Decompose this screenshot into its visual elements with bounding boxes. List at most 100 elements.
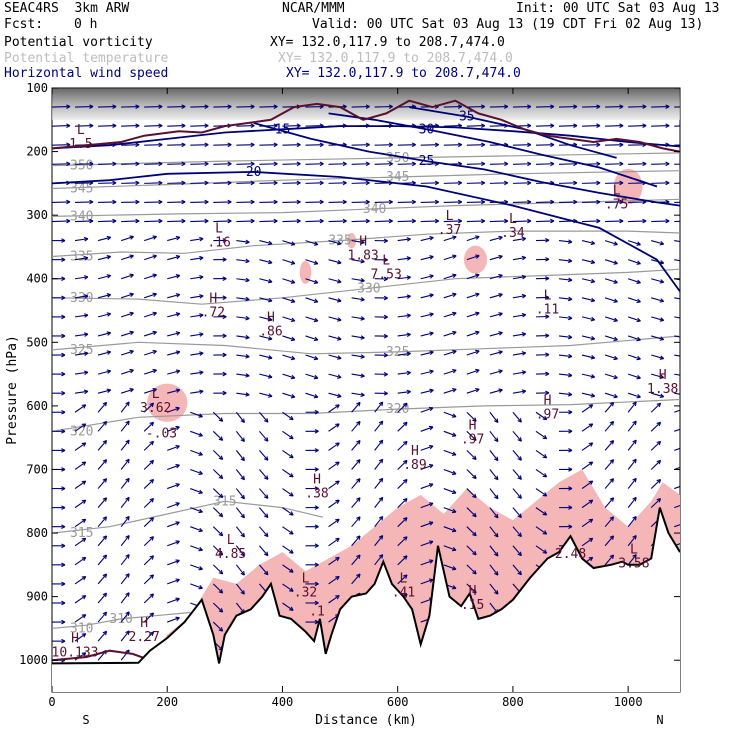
wind-vector-shaft [512, 163, 531, 165]
wind-vector-head [656, 440, 662, 446]
extremum-value: 1.83 [347, 248, 378, 263]
wind-vector-head [406, 313, 411, 318]
wind-vector-shaft [74, 295, 88, 299]
wind-vector-head [290, 260, 296, 265]
wind-vector-shaft [443, 526, 457, 532]
theta-contour-label: 325 [70, 343, 93, 358]
wind-vector-head [475, 235, 480, 240]
extremum-value: 1.38 [647, 382, 678, 397]
wind-vector-head [596, 199, 601, 205]
wind-vector-shaft [420, 144, 439, 146]
wind-vector-head [125, 554, 130, 559]
wind-vector-head [356, 401, 361, 407]
wind-vector-head [296, 161, 301, 167]
wind-vector-shaft [282, 297, 296, 303]
wind-vector-shaft [305, 392, 319, 398]
wind-vector-shaft [328, 576, 340, 585]
wind-vector-head [356, 420, 361, 426]
extremum-value: .86 [259, 325, 282, 340]
wind-vector-head [683, 503, 687, 506]
wind-vector-head [403, 517, 408, 522]
wind-vector-shaft [120, 554, 130, 566]
wind-vector-shaft [190, 411, 203, 418]
wind-vector-head [683, 465, 687, 468]
wind-speed-label: 20 [246, 165, 262, 180]
wind-vector-shaft [282, 392, 296, 398]
wind-vector-head [222, 276, 227, 281]
wind-vector-head [335, 575, 340, 581]
wind-vector-head [342, 180, 347, 186]
wind-vector-shaft [420, 426, 434, 432]
wind-vector-head [89, 218, 94, 224]
wind-vector-head [289, 530, 294, 535]
wind-vector-head [636, 394, 641, 399]
wind-vector-shaft [328, 240, 342, 245]
wind-vector-shaft [120, 401, 130, 413]
wind-vector-shaft [328, 537, 340, 547]
wind-vector-shaft [581, 480, 594, 489]
wind-vector-head [452, 311, 457, 317]
wind-vector-shaft [604, 478, 614, 489]
wind-vector-head [356, 573, 361, 579]
wind-vector-head [81, 480, 87, 485]
wind-vector-head [403, 459, 408, 465]
wind-vector-head [428, 406, 434, 412]
wind-vector-head [383, 276, 388, 282]
wind-vector-head [403, 574, 408, 579]
wind-vector-shaft [651, 163, 670, 165]
wind-vector-shaft [466, 564, 477, 575]
wind-vector-shaft [674, 485, 680, 490]
wind-vector-head [573, 180, 578, 186]
wind-vector-shaft [144, 220, 163, 223]
wind-vector-head [429, 312, 434, 317]
wind-speed-label: 15 [275, 122, 291, 137]
wind-vector-head [451, 546, 457, 552]
wind-vector-shaft [604, 316, 618, 322]
wind-vector-shaft [627, 420, 637, 432]
wind-vector-head [129, 349, 134, 355]
extremum-letter: L [400, 571, 408, 586]
wind-vector-head [175, 444, 180, 450]
wind-vector-shaft [212, 545, 224, 556]
wind-vector-shaft [167, 182, 186, 184]
wind-vector-head [494, 494, 499, 500]
wind-vector-head [588, 461, 594, 466]
wind-speed-label: 35 [459, 110, 475, 125]
y-tick-label: 500 [26, 335, 48, 349]
wind-vector-shaft [397, 220, 416, 223]
wind-vector-head [475, 330, 480, 336]
wind-vector-shaft [397, 105, 416, 108]
wind-vector-head [588, 499, 594, 504]
wind-vector-head [61, 371, 66, 377]
wind-vector-head [102, 459, 108, 464]
pv-fill-blob [463, 245, 487, 274]
wind-vector-shaft [282, 373, 296, 379]
wind-vector-head [81, 442, 87, 447]
wind-vector-head [175, 540, 180, 545]
wind-vector-head [267, 240, 273, 246]
wind-vector-head [149, 593, 155, 598]
wind-vector-shaft [190, 449, 203, 456]
wind-vector-head [480, 161, 486, 167]
center-name: NCAR/MMM [282, 1, 345, 16]
wind-vector-shaft [397, 517, 408, 528]
wind-vector-shaft [75, 182, 94, 184]
wind-vector-shaft [489, 182, 508, 184]
wind-vector-shaft [328, 480, 340, 489]
wind-vector-shaft [351, 478, 361, 489]
wind-vector-shaft [628, 125, 647, 127]
wind-vector-head [319, 199, 324, 205]
wind-vector-head [356, 459, 361, 464]
wind-vector-head [289, 473, 294, 478]
wind-vector-shaft [674, 106, 680, 108]
wind-vector-shaft [581, 518, 594, 528]
wind-vector-shaft [466, 469, 477, 479]
wind-vector-head [636, 355, 641, 361]
wind-vector-shaft [374, 497, 384, 508]
wind-vector-head [475, 273, 480, 278]
wind-vector-shaft [397, 257, 411, 261]
wind-vector-head [619, 218, 624, 224]
wind-vector-shaft [144, 182, 163, 184]
wind-vector-shaft [651, 316, 664, 321]
extremum-value: .37 [438, 223, 461, 238]
